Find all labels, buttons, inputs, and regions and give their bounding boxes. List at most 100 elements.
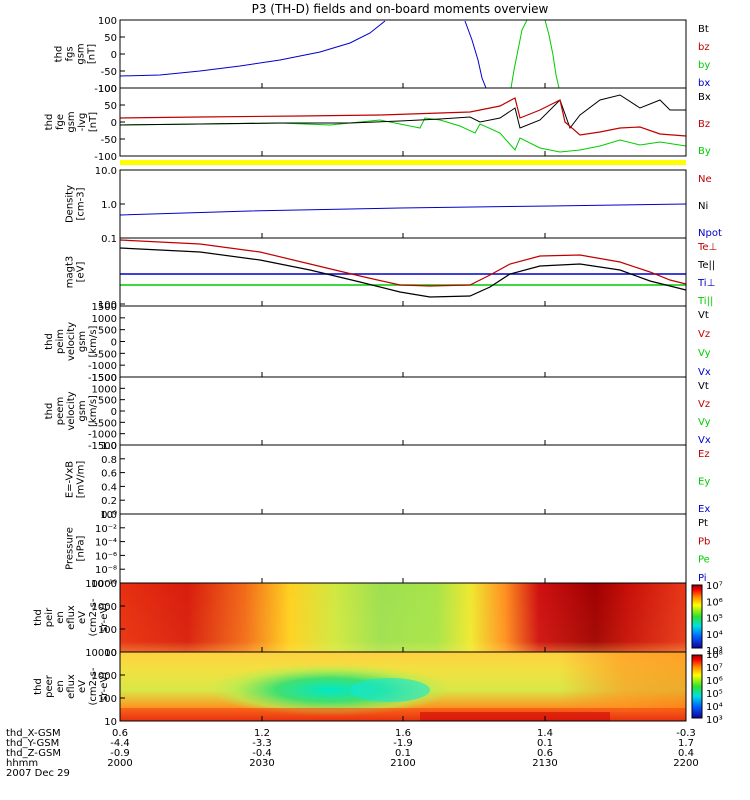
ylabel-line: fge	[55, 114, 66, 130]
ylabel-line: thd	[54, 46, 65, 63]
ylabel-line: peir	[44, 607, 55, 627]
ytick-label: 500	[98, 396, 117, 407]
legend-peim-3: Vx	[698, 367, 711, 378]
temp-te-par-line	[119, 247, 687, 298]
fgs-bx-line	[120, 20, 487, 88]
colorbar-tick: 10⁷	[706, 581, 723, 592]
ytick-label: 0	[111, 407, 117, 418]
footer-row-label: hhmm	[6, 758, 38, 769]
footer-value: -4.4	[110, 738, 130, 749]
ylabel-line: Density	[65, 185, 76, 223]
ylabel-line: [cm-3]	[76, 187, 87, 220]
legend-pressure-0: Pt	[698, 518, 708, 529]
ylabel-line: (cm2-s-	[88, 667, 99, 705]
colorbar-tick: 10⁷	[706, 663, 723, 674]
ylabel-line: [km/s]	[88, 325, 99, 357]
ylabel-line: eV	[77, 680, 88, 693]
temp-te-perp-line	[119, 239, 687, 287]
legend-temp-1: Te||	[697, 260, 715, 271]
ytick-label: -500	[94, 418, 117, 429]
ylabel-line: thd	[44, 114, 55, 131]
ytick-label: -1500	[88, 373, 117, 384]
fge-by-line	[119, 117, 687, 153]
ytick-label: 500	[98, 326, 117, 337]
panel-efield: 1.0 0.8 0.6 0.4 0.2 0.0 E=-VxB [mV/m] Ez Ey Ex	[65, 441, 711, 521]
legend-efield-1: Ey	[698, 477, 710, 488]
figure-title: P3 (TH-D) fields and on-board moments ov…	[252, 2, 549, 16]
legend-fgs-0: Bt	[698, 24, 709, 35]
ytick-label: 10	[104, 648, 117, 659]
ylabel-line: thd	[33, 678, 44, 695]
legend-peem-3: Vx	[698, 435, 711, 446]
ylabel-line: thd	[44, 403, 55, 420]
ylabel-line: -lvg	[77, 113, 88, 132]
ylabel-line: Pressure	[65, 527, 76, 570]
ylabel-line: [nPa]	[76, 535, 87, 561]
ytick-label: -100	[94, 84, 117, 95]
legend-fgs-1: bz	[698, 42, 710, 53]
footer-value: 1.7	[678, 738, 694, 749]
ytick-label: -50	[101, 135, 117, 146]
footer-value: -0.3	[676, 728, 696, 739]
ytick-label: 0.2	[101, 496, 117, 507]
footer-value: -1.9	[393, 738, 413, 749]
footer-value: 2130	[532, 758, 557, 769]
ytick-label: 10⁻⁴	[95, 538, 117, 549]
ylabel-line: magt3	[65, 256, 76, 289]
colorbar-tick: 10⁵	[706, 689, 723, 700]
colorbar-tick: 10³	[706, 715, 723, 726]
quality-flag-bar	[120, 160, 686, 165]
panel-temp-frame	[119, 237, 687, 307]
ylabel-line: [mV/m]	[76, 461, 87, 499]
ytick-label: -1000	[88, 430, 117, 441]
ytick-label: 1000	[92, 314, 117, 325]
ylabel-line: gsm	[76, 43, 87, 64]
ylabel-line: peem	[55, 397, 66, 425]
legend-peim-1: Vz	[698, 329, 710, 340]
ytick-label: 10000	[85, 579, 117, 590]
peir-spectrogram	[120, 583, 686, 652]
ytick-label: 0.4	[101, 482, 117, 493]
density-npot-line	[119, 203, 687, 216]
legend-density-1: Ni	[698, 201, 708, 212]
colorbar-tick: 10⁶	[706, 597, 723, 608]
footer-value: 2200	[673, 758, 698, 769]
colorbar-tick: 10⁴	[706, 702, 723, 713]
legend-peem-1: Vz	[698, 399, 710, 410]
ylabel-line: gsm	[77, 400, 88, 421]
legend-fge-1: Bz	[698, 119, 710, 130]
legend-peim-0: Vt	[698, 310, 709, 321]
ylabel-line: peer	[44, 674, 55, 698]
ylabel-line: en	[55, 611, 66, 624]
legend-peem-2: Vy	[698, 417, 711, 428]
ytick-label: 0	[111, 50, 117, 61]
ytick-label: 0.1	[101, 234, 117, 245]
temp-traces	[119, 239, 687, 298]
footer-value: 2000	[107, 758, 132, 769]
panel-fge: 100 50 0 -50 -100 thd fge gsm -lvg [nT] Bx Bz By	[44, 84, 711, 163]
ylabel-line: thd	[33, 609, 44, 626]
legend-peem-0: Vt	[698, 381, 709, 392]
ytick-label: 1000	[92, 602, 117, 613]
ytick-label: 10000	[85, 648, 117, 659]
legend-efield-2: Ex	[698, 504, 710, 515]
ytick-label: 1.0	[101, 200, 117, 211]
ytick-label: 10⁻²	[95, 524, 117, 535]
ytick-label: -1500	[88, 441, 117, 452]
footer-value: 1.4	[537, 728, 553, 739]
footer-value: 2100	[390, 758, 415, 769]
ylabel-line: en	[55, 680, 66, 693]
footer-value: 0.1	[537, 738, 553, 749]
legend-fge-2: By	[698, 146, 711, 157]
colorbar-tick: 10⁴	[706, 630, 723, 641]
footer-value: 1.2	[254, 728, 270, 739]
panel-fgs-frame	[119, 19, 687, 89]
ytick-label: 1000	[92, 384, 117, 395]
ytick-label: 100	[98, 16, 117, 27]
footer-row-label: thd_Z-GSM	[6, 748, 61, 759]
colorbar-tick: 10⁸	[706, 650, 723, 661]
ylabel-line: gsm	[66, 111, 77, 132]
legend-temp-2: Ti⊥	[697, 278, 715, 289]
